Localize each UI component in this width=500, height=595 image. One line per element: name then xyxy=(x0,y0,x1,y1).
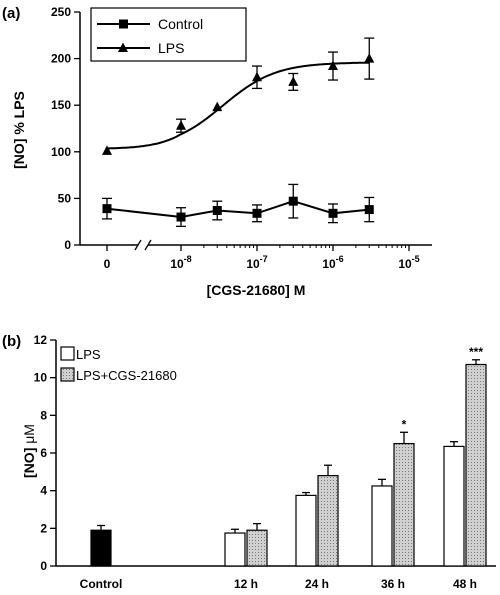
chart-a-xtick-label: 10-5 xyxy=(398,254,419,271)
chart-a-xtick-label: 0 xyxy=(104,257,111,271)
chart-a-point-lps xyxy=(364,53,375,63)
chart-a-point-control xyxy=(252,208,262,218)
chart-b-significance: * xyxy=(402,417,407,431)
chart-b-bar-lps xyxy=(295,494,317,567)
chart-b-bar-lps xyxy=(371,485,393,567)
chart-a-point-lps xyxy=(102,145,112,155)
chart-b-ytick-label: 10 xyxy=(34,371,48,385)
chart-a-point-control xyxy=(288,196,298,206)
chart-a-xlabel: [CGS-21680] M xyxy=(207,282,306,298)
chart-b-bar-lps xyxy=(224,532,246,567)
chart-b-ytick-label: 6 xyxy=(40,446,47,460)
chart-a: (a) [NO] % LPS [CGS-21680] M 0 50 100 150 20… xyxy=(2,5,432,298)
chart-b-bar-lps-cgs xyxy=(393,442,415,567)
chart-a-series-line xyxy=(107,61,369,150)
chart-a-axis-break-mark xyxy=(134,239,142,251)
chart-b-category-label: Control xyxy=(80,577,123,591)
chart-a-point-lps xyxy=(288,76,299,86)
chart-a-ylabel: [NO] % LPS xyxy=(11,91,27,169)
chart-a-legend-box xyxy=(90,7,247,62)
chart-b-significance: *** xyxy=(469,345,483,359)
chart-a-point-lps xyxy=(176,120,186,130)
chart-b-legend-swatch xyxy=(60,346,75,361)
chart-a-ytick-label: 100 xyxy=(51,145,71,159)
chart-a-point-control xyxy=(364,205,374,215)
chart-a-point-lps xyxy=(328,60,338,71)
chart-a-legend-label: LPS xyxy=(158,40,184,56)
chart-a-ytick-label: 150 xyxy=(51,98,71,112)
chart-b-ytick-label: 0 xyxy=(40,559,47,573)
chart-b-category-label: 48 h xyxy=(453,577,477,591)
chart-b-ytick-label: 8 xyxy=(40,408,47,422)
chart-b-bar-lps-cgs xyxy=(317,475,339,567)
chart-a-point-lps xyxy=(252,71,262,82)
chart-b-legend-swatch xyxy=(60,367,75,382)
chart-a-ytick-label: 50 xyxy=(58,191,72,205)
panel-a-label: (a) xyxy=(2,5,20,22)
chart-a-legend-label: Control xyxy=(158,16,203,32)
chart-b-bar-lps-cgs xyxy=(465,363,487,567)
chart-b-ytick-label: 12 xyxy=(34,333,48,347)
chart-b-ytick-label: 4 xyxy=(40,484,47,498)
chart-b-category-label: 24 h xyxy=(305,577,329,591)
chart-b-ylabel-unit: μM xyxy=(21,424,37,444)
chart-a-point-control xyxy=(328,208,338,218)
chart-a-point-lps xyxy=(212,101,223,112)
panel-b-label: (b) xyxy=(2,333,21,350)
chart-b-category-label: 36 h xyxy=(381,577,405,591)
chart-a-point-control xyxy=(212,206,222,216)
chart-a-xtick-label: 10-8 xyxy=(170,254,191,271)
chart-a-point-control xyxy=(102,204,112,214)
chart-a-ytick-label: 0 xyxy=(64,238,71,252)
chart-a-axis-break-mark xyxy=(144,239,152,251)
chart-b-bar-control xyxy=(90,529,112,567)
chart-a-xtick-label: 10-7 xyxy=(246,254,267,271)
chart-b-ytick-label: 2 xyxy=(40,521,47,535)
chart-a-xtick-label: 10-6 xyxy=(322,254,343,271)
chart-b-ylabel: [NO] μM xyxy=(21,424,37,478)
chart-b-bar-lps xyxy=(443,445,465,567)
chart-b-legend-label: LPS+CGS-21680 xyxy=(76,368,177,383)
chart-b-ylabel-base: [NO] xyxy=(21,444,37,478)
chart-a-ytick-label: 200 xyxy=(51,52,71,66)
chart-a-legend-marker xyxy=(118,42,128,52)
chart-a-ytick-label: 250 xyxy=(51,5,71,19)
chart-a-legend-marker xyxy=(119,19,128,29)
chart-b: (b) [NO] μM 0 2 4 6 8 10 12 Control 12 h 24 h 36 h… xyxy=(2,333,496,591)
chart-b-category-label: 12 h xyxy=(234,577,258,591)
chart-b-legend-label: LPS xyxy=(76,347,101,362)
chart-b-bar-lps-cgs xyxy=(246,529,268,567)
chart-a-point-control xyxy=(176,212,186,222)
